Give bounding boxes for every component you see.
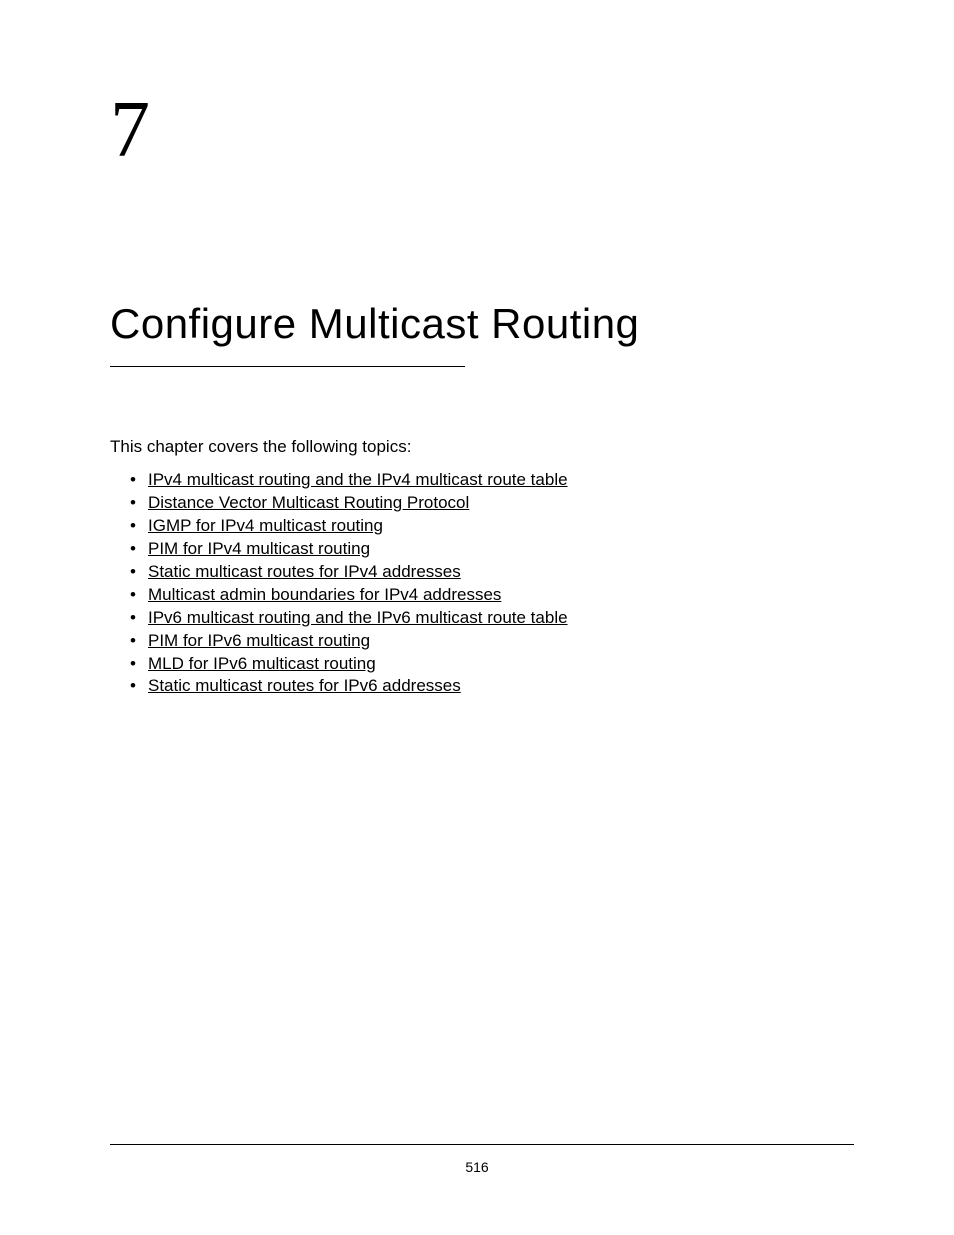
list-item: PIM for IPv4 multicast routing — [130, 538, 854, 561]
list-item: IGMP for IPv4 multicast routing — [130, 515, 854, 538]
topic-link[interactable]: IGMP for IPv4 multicast routing — [148, 516, 383, 535]
topic-link[interactable]: Multicast admin boundaries for IPv4 addr… — [148, 585, 501, 604]
topic-link[interactable]: IPv4 multicast routing and the IPv4 mult… — [148, 470, 568, 489]
chapter-number: 7 — [110, 90, 854, 170]
list-item: MLD for IPv6 multicast routing — [130, 653, 854, 676]
list-item: IPv4 multicast routing and the IPv4 mult… — [130, 469, 854, 492]
list-item: Static multicast routes for IPv6 address… — [130, 675, 854, 698]
title-underline — [110, 366, 465, 367]
intro-text: This chapter covers the following topics… — [110, 437, 854, 457]
topic-link[interactable]: Static multicast routes for IPv4 address… — [148, 562, 461, 581]
topic-link[interactable]: IPv6 multicast routing and the IPv6 mult… — [148, 608, 568, 627]
topic-link[interactable]: MLD for IPv6 multicast routing — [148, 654, 376, 673]
topic-link[interactable]: Distance Vector Multicast Routing Protoc… — [148, 493, 469, 512]
list-item: IPv6 multicast routing and the IPv6 mult… — [130, 607, 854, 630]
list-item: Multicast admin boundaries for IPv4 addr… — [130, 584, 854, 607]
page-number: 516 — [0, 1159, 954, 1175]
list-item: PIM for IPv6 multicast routing — [130, 630, 854, 653]
topic-link[interactable]: Static multicast routes for IPv6 address… — [148, 676, 461, 695]
chapter-title: Configure Multicast Routing — [110, 300, 854, 348]
footer-line — [110, 1144, 854, 1145]
list-item: Distance Vector Multicast Routing Protoc… — [130, 492, 854, 515]
topic-link[interactable]: PIM for IPv4 multicast routing — [148, 539, 370, 558]
topic-link[interactable]: PIM for IPv6 multicast routing — [148, 631, 370, 650]
topics-list: IPv4 multicast routing and the IPv4 mult… — [110, 469, 854, 698]
page-container: 7 Configure Multicast Routing This chapt… — [0, 0, 954, 1235]
list-item: Static multicast routes for IPv4 address… — [130, 561, 854, 584]
